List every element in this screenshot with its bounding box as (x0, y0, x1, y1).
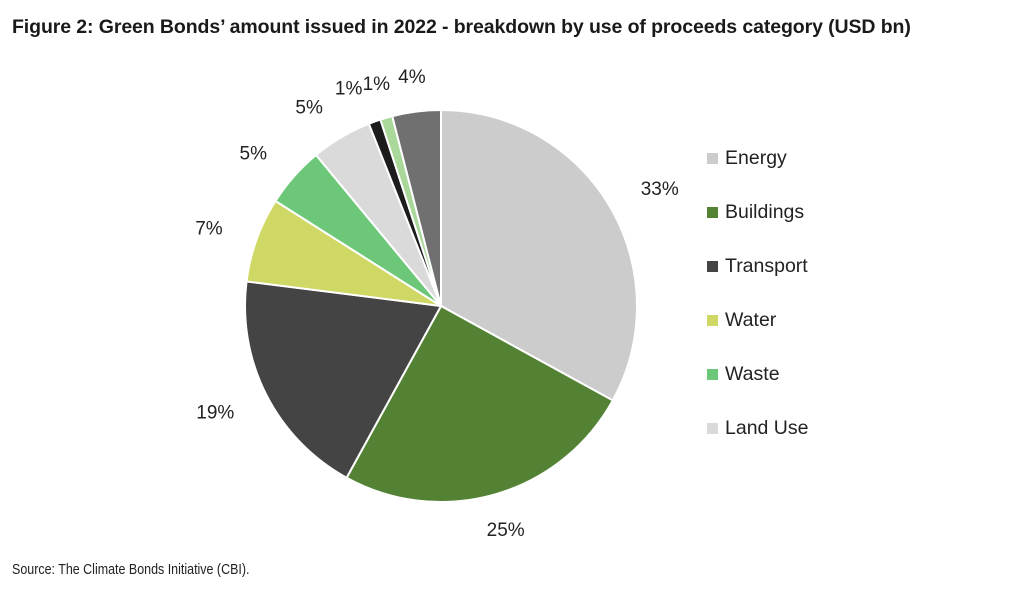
data-label-buildings: 25% (487, 520, 525, 541)
data-label-unlabeled-9: 4% (398, 67, 426, 88)
pie-slice-buildings (345, 305, 614, 503)
legend-item-waste: Waste (707, 361, 808, 415)
legend-swatch (707, 261, 718, 272)
legend-item-energy: Energy (707, 145, 808, 199)
legend-swatch (707, 153, 718, 164)
legend-label: Transport (725, 255, 808, 277)
legend-item-land-use: Land Use (707, 415, 808, 469)
legend-swatch (707, 315, 718, 326)
pie-slice-unlabeled-9 (391, 109, 442, 307)
legend-item-buildings: Buildings (707, 199, 808, 253)
pie-slices (244, 109, 638, 503)
legend-label: Energy (725, 147, 787, 169)
legend-label: Waste (725, 363, 780, 385)
pie-slice-energy (440, 109, 638, 402)
data-label-energy: 33% (641, 179, 679, 200)
data-label-transport: 19% (196, 402, 234, 423)
legend-item-transport: Transport (707, 253, 808, 307)
legend-swatch (707, 369, 718, 380)
legend-label: Land Use (725, 417, 809, 439)
legend-swatch (707, 423, 718, 434)
data-label-unlabeled-8: 1% (363, 74, 391, 95)
data-label-water: 7% (195, 218, 223, 239)
chart-legend: Energy Buildings Transport Water Waste Land U… (707, 145, 808, 469)
data-label-waste: 5% (240, 144, 268, 165)
pie-labels: 33% 25% 19% 7% 5% 5% 1% 1% 4% (195, 67, 679, 541)
source-note: Source: The Climate Bonds Initiative (CB… (12, 562, 250, 578)
pie-slice-transport (244, 280, 442, 479)
data-label-land-use: 5% (295, 97, 323, 118)
chart-title: Figure 2: Green Bonds’ amount issued in … (12, 16, 911, 38)
legend-item-water: Water (707, 307, 808, 361)
legend-label: Water (725, 309, 777, 331)
legend-swatch (707, 207, 718, 218)
legend-label: Buildings (725, 201, 805, 223)
data-label-unlabeled-7: 1% (335, 79, 363, 100)
